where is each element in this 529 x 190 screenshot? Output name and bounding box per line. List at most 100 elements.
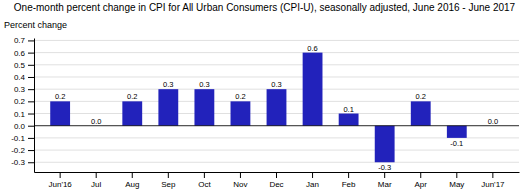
bar [411, 101, 431, 125]
data-label: 0.2 [235, 92, 245, 101]
x-tick-label: Sep [161, 180, 176, 189]
y-tick-mark [28, 138, 34, 139]
y-tick-label: 0.7 [14, 36, 26, 45]
title: One-month percent change in CPI for All … [14, 2, 516, 13]
x-tick-mark [132, 172, 133, 178]
y-axis-line [34, 39, 35, 173]
x-tick: Jun'17 [481, 172, 505, 189]
x-tick: Aug [125, 172, 139, 189]
x-tick: May [449, 172, 464, 189]
x-tick-label: Jan [306, 180, 319, 189]
data-label: 0.0 [91, 117, 101, 126]
bar [50, 101, 70, 125]
bars [50, 53, 466, 163]
y-tick: 0.3 [14, 85, 34, 94]
y-tick-mark [28, 126, 34, 127]
chart: One-month percent change in CPI for All … [0, 0, 529, 190]
zero-line [34, 125, 519, 126]
bar [339, 114, 359, 126]
data-label: 0.2 [127, 92, 137, 101]
data-label: 0.6 [307, 44, 317, 53]
y-tick-label: 0.4 [14, 73, 26, 82]
x-tick-label: Dec [269, 180, 283, 189]
y-tick: 0.7 [14, 36, 34, 45]
plot: -0.3 -0.2 -0.1 0.0 0.1 0.2 0.3 0.4 0.5 0.6 0.7 Jun'… [11, 36, 519, 188]
x-tick-mark [204, 172, 205, 178]
x-tick: Jun'16 [48, 172, 72, 189]
data-labels: 0.20.00.20.30.30.20.30.60.1-0.30.2-0.10.… [55, 44, 498, 172]
grid-line [34, 40, 519, 41]
y-tick-mark [28, 89, 34, 90]
x-tick-label: Jun'17 [481, 180, 505, 189]
grid-line [34, 137, 519, 138]
x-tick-label: Nov [233, 180, 247, 189]
x-tick-mark [276, 172, 277, 178]
y-tick: -0.3 [11, 158, 34, 167]
grid-line [34, 162, 519, 163]
x-tick-mark [492, 172, 493, 178]
y-tick-label: 0.2 [14, 97, 26, 106]
x-tick-label: Aug [125, 180, 139, 189]
x-tick-label: Apr [415, 180, 428, 189]
grid-line [34, 150, 519, 151]
grid-line [34, 52, 519, 53]
y-tick-mark [28, 40, 34, 41]
grid-line [34, 125, 519, 126]
y-tick-mark [28, 114, 34, 115]
y-tick-label: -0.1 [11, 134, 25, 143]
y-tick-mark [28, 162, 34, 163]
data-label: -0.1 [450, 139, 463, 148]
x-tick: Jan [306, 172, 319, 189]
bar [267, 89, 287, 126]
y-tick-label: 0.3 [14, 85, 26, 94]
y-tick: 0.6 [14, 49, 34, 58]
x-tick: Sep [161, 172, 176, 189]
x-tick-label: Jul [91, 180, 101, 189]
data-label: 0.3 [271, 80, 281, 89]
x-tick: Feb [342, 172, 356, 189]
data-label: 0.3 [199, 80, 209, 89]
x-tick: Mar [378, 172, 392, 189]
bar [447, 126, 467, 138]
x-tick-mark [60, 172, 61, 178]
y-tick-mark [28, 150, 34, 151]
x-tick-mark [240, 172, 241, 178]
x-tick: Apr [415, 172, 428, 189]
bar [303, 53, 323, 126]
x-tick-label: May [449, 180, 464, 189]
y-tick: 0.0 [14, 122, 34, 131]
data-label: 0.0 [488, 117, 498, 126]
bar [158, 89, 178, 126]
x-axis: Jun'16 Jul Aug Sep Oct Nov Dec Jan Feb Mar Apr May J… [35, 172, 520, 189]
bar [375, 126, 395, 163]
y-tick-label: -0.2 [11, 146, 25, 155]
y-axis: -0.3 -0.2 -0.1 0.0 0.1 0.2 0.3 0.4 0.5 0.6 0.7 [11, 36, 34, 172]
y-tick: 0.4 [14, 73, 34, 82]
x-tick-label: Feb [342, 180, 356, 189]
grid [34, 40, 519, 162]
y-tick-label: 0.6 [14, 49, 26, 58]
x-tick-label: Jun'16 [48, 180, 72, 189]
x-tick: Oct [198, 172, 211, 189]
y-tick: -0.2 [11, 146, 34, 155]
y-tick-mark [28, 101, 34, 102]
y-tick-mark [28, 53, 34, 54]
data-label: 0.1 [343, 105, 353, 114]
y-axis-label: Percent change [4, 20, 67, 30]
y-tick-label: 0.5 [14, 61, 26, 70]
data-label: 0.2 [55, 92, 65, 101]
y-tick-mark [28, 65, 34, 66]
y-tick-label: 0.1 [14, 110, 26, 119]
x-tick-label: Oct [198, 180, 211, 189]
y-tick-mark [28, 77, 34, 78]
x-tick-label: Mar [378, 180, 392, 189]
x-tick-mark [312, 172, 313, 178]
y-tick: 0.2 [14, 97, 34, 106]
bar [122, 101, 142, 125]
x-tick-mark [384, 172, 385, 178]
x-tick: Dec [269, 172, 283, 189]
y-tick-label: -0.3 [11, 158, 25, 167]
x-tick-mark [96, 172, 97, 178]
x-tick-mark [420, 172, 421, 178]
x-tick: Jul [91, 172, 101, 189]
